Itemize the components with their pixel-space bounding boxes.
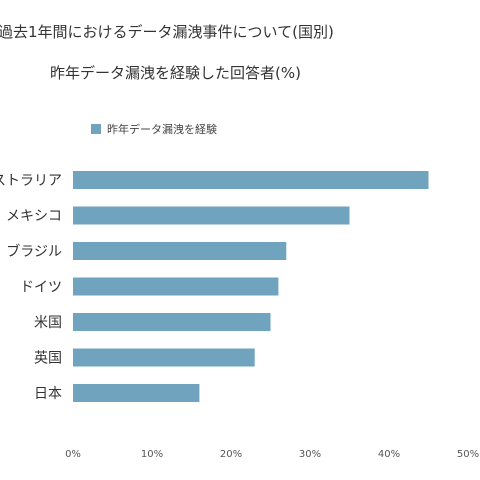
legend-swatch xyxy=(91,124,101,134)
bar xyxy=(73,206,350,225)
category-label: メキシコ xyxy=(6,209,62,225)
legend-label: 昨年データ漏洩を経験 xyxy=(107,122,217,136)
bar xyxy=(73,171,429,189)
bar xyxy=(73,242,287,260)
bar xyxy=(73,313,271,331)
chart-title: 過去1年間におけるデータ漏洩事件について(国別) xyxy=(0,23,334,41)
category-label: 日本 xyxy=(34,386,62,402)
category-label: オーストラリア xyxy=(0,173,62,189)
x-tick-label: 50% xyxy=(457,449,479,460)
bar xyxy=(73,277,279,296)
category-label: ドイツ xyxy=(20,280,62,296)
bar xyxy=(73,384,200,402)
category-label: 英国 xyxy=(34,350,62,367)
category-label: ブラジル xyxy=(6,243,62,260)
bar xyxy=(73,348,255,367)
bars xyxy=(73,171,429,402)
x-tick-label: 20% xyxy=(220,449,242,460)
chart-subtitle: 昨年データ漏洩を経験した回答者(%) xyxy=(50,64,301,82)
x-axis-ticks: 0% 10% 20% 30% 40% 50% xyxy=(65,449,479,460)
category-labels: オーストラリアメキシコブラジルドイツ米国英国日本 xyxy=(0,173,62,402)
x-tick-label: 40% xyxy=(378,449,400,460)
x-tick-label: 0% xyxy=(65,449,81,460)
category-label: 米国 xyxy=(34,315,62,331)
x-tick-label: 10% xyxy=(141,449,163,460)
x-tick-label: 30% xyxy=(299,449,321,460)
